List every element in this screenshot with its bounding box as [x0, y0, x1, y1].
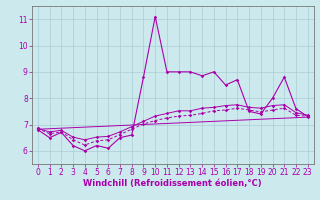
X-axis label: Windchill (Refroidissement éolien,°C): Windchill (Refroidissement éolien,°C): [84, 179, 262, 188]
